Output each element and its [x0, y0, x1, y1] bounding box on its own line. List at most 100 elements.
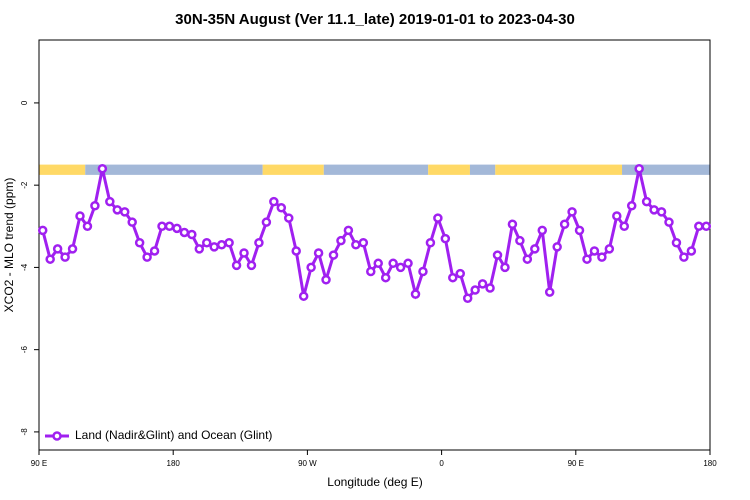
data-point [552, 242, 562, 252]
surface-band [469, 164, 496, 175]
data-point [336, 235, 346, 246]
data-point [477, 279, 488, 289]
data-point [492, 250, 503, 260]
data-point [701, 221, 712, 232]
y-axis-label: XCO2 - MLO trend (ppm) [2, 178, 16, 313]
data-point [589, 246, 600, 256]
data-point [231, 260, 242, 271]
data-point [656, 207, 667, 217]
x-tick-label: 180 [167, 459, 181, 468]
data-point [410, 289, 421, 299]
data-point [239, 248, 249, 258]
data-point [75, 211, 85, 221]
y-tick-label: -2 [20, 181, 29, 189]
surface-band [39, 164, 86, 175]
data-point [112, 205, 123, 215]
data-point [134, 237, 145, 248]
data-point [67, 244, 78, 254]
surface-band [262, 164, 324, 175]
data-point [388, 258, 398, 269]
data-point [604, 244, 615, 254]
data-point [291, 246, 301, 256]
x-tick-label: 90 W [298, 459, 317, 468]
data-point [671, 237, 682, 248]
data-point [179, 227, 190, 238]
data-point [157, 221, 167, 232]
data-point [321, 274, 331, 285]
data-point [679, 252, 689, 262]
data-point [462, 293, 473, 304]
data-point [52, 244, 63, 254]
series-line [41, 168, 707, 302]
data-point [641, 196, 652, 207]
data-point [612, 211, 622, 221]
legend-marker [52, 431, 62, 441]
data-point [172, 223, 182, 234]
data-point [619, 221, 630, 232]
data-point [343, 225, 354, 236]
data-point [485, 283, 495, 293]
data-point [284, 213, 294, 223]
surface-band [323, 164, 429, 175]
x-tick-label: 0 [439, 459, 444, 468]
data-point [574, 225, 585, 236]
data-point [470, 285, 480, 295]
y-tick-label: -6 [20, 346, 29, 354]
chart-title: 30N-35N August (Ver 11.1_late) 2019-01-0… [175, 11, 575, 28]
data-point [440, 233, 451, 244]
data-point [418, 266, 428, 277]
data-point [149, 246, 160, 256]
x-tick-label: 90 E [568, 459, 584, 468]
data-point [425, 237, 436, 248]
data-point [90, 200, 100, 211]
data-point [105, 196, 115, 207]
data-point [313, 248, 324, 258]
data-point [530, 244, 540, 254]
data-point [142, 252, 152, 262]
data-point [37, 225, 48, 236]
data-point [522, 254, 533, 264]
data-point [597, 252, 607, 262]
data-point [373, 258, 383, 269]
x-axis-label: Longitude (deg E) [327, 475, 422, 489]
data-point [664, 217, 674, 227]
data-point [60, 252, 70, 262]
data-point [97, 163, 108, 174]
data-point [567, 207, 577, 217]
legend-label: Land (Nadir&Glint) and Ocean (Glint) [75, 428, 272, 442]
data-point [649, 205, 659, 215]
data-point [395, 262, 406, 273]
data-point [403, 258, 413, 269]
data-point [269, 196, 279, 207]
data-point [448, 272, 458, 283]
x-tick-label: 180 [703, 459, 717, 468]
data-point [254, 237, 264, 248]
data-point [209, 242, 219, 252]
data-point [686, 246, 697, 256]
data-point [515, 235, 525, 246]
data-point [45, 254, 55, 264]
surface-band [495, 164, 623, 175]
data-point [544, 287, 555, 297]
data-point [537, 225, 547, 236]
data-point [380, 272, 391, 283]
data-point [187, 229, 197, 240]
data-point [559, 219, 570, 229]
data-point [455, 268, 465, 279]
data-point [626, 200, 637, 211]
surface-band [622, 164, 710, 175]
data-point [261, 217, 272, 227]
data-point [194, 244, 205, 254]
data-point [500, 262, 510, 273]
surface-band [428, 164, 470, 175]
y-tick-label: 0 [20, 100, 29, 105]
data-point [328, 250, 339, 260]
data-point [216, 240, 227, 250]
data-point [127, 217, 137, 227]
data-point [358, 237, 369, 248]
data-point [202, 237, 212, 248]
x-tick-label: 90 E [31, 459, 47, 468]
data-point [119, 207, 130, 217]
y-tick-label: -8 [20, 428, 29, 436]
